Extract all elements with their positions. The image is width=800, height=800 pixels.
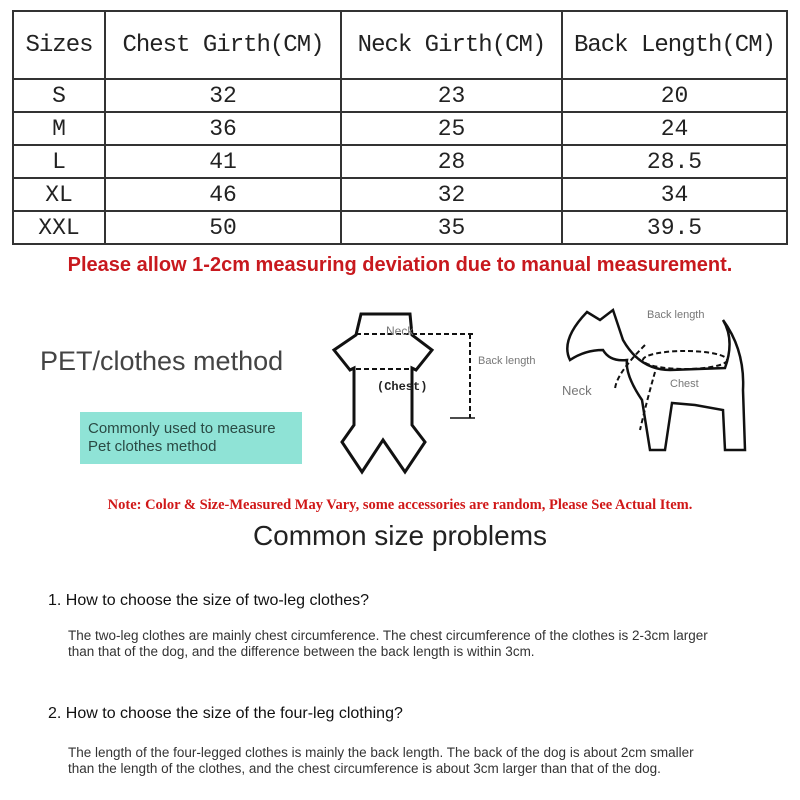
table-cell: 28.5 (561, 144, 788, 179)
disclaimer-note: Note: Color & Size-Measured May Vary, so… (107, 497, 693, 513)
table-cell: 23 (340, 78, 563, 113)
table-cell: 34 (561, 177, 788, 212)
table-cell: 36 (104, 111, 342, 146)
header-cell: Sizes (12, 10, 106, 80)
faq-question: 1. How to choose the size of two-leg clo… (48, 592, 370, 609)
table-cell: 32 (340, 177, 563, 212)
table-cell: S (12, 78, 106, 113)
faq-title: Common size problems (252, 520, 548, 551)
faq-answer: The two-leg clothes are mainly chest cir… (68, 628, 708, 659)
method-box-line: Commonly used to measure (88, 420, 276, 437)
table-row: S 32 23 20 (12, 78, 788, 113)
table-cell: XXL (12, 210, 106, 245)
table-cell: 20 (561, 78, 788, 113)
dog-back-label: Back length (647, 309, 704, 321)
header-cell: Back Length(CM) (561, 10, 788, 80)
method-box-line: Pet clothes method (88, 438, 217, 455)
method-title: PET/clothes method (40, 346, 284, 376)
table-cell: 24 (561, 111, 788, 146)
table-row: XL 46 32 34 (12, 177, 788, 212)
dog-chest-label: Chest (670, 378, 699, 390)
table-cell: 46 (104, 177, 342, 212)
table-cell: 39.5 (561, 210, 788, 245)
deviation-note: Please allow 1-2cm measuring deviation d… (67, 254, 733, 276)
table-cell: 28 (340, 144, 563, 179)
clothes-chest-label: (Chest) (377, 380, 427, 394)
header-cell: Chest Girth(CM) (104, 10, 342, 80)
table-cell: 35 (340, 210, 563, 245)
table-cell: L (12, 144, 106, 179)
header-cell: Neck Girth(CM) (340, 10, 563, 80)
table-row: L 41 28 28.5 (12, 144, 788, 179)
table-cell: 32 (104, 78, 342, 113)
size-table: Sizes Chest Girth(CM) Neck Girth(CM) Bac… (12, 10, 788, 245)
faq-question: 2. How to choose the size of the four-le… (48, 705, 403, 722)
faq-answer: The length of the four-legged clothes is… (68, 745, 694, 776)
clothes-diagram: Neck (Chest) Back length (331, 312, 535, 475)
dog-diagram: Back length Neck Chest (562, 307, 747, 452)
table-cell: M (12, 111, 106, 146)
clothes-back-label: Back length (478, 355, 535, 367)
table-row: M 36 25 24 (12, 111, 788, 146)
clothes-neck-label: Neck (386, 324, 414, 338)
table-cell: 50 (104, 210, 342, 245)
table-cell: 25 (340, 111, 563, 146)
dog-neck-label: Neck (562, 383, 592, 398)
method-box: Commonly used to measure Pet clothes met… (80, 412, 302, 464)
table-row: XXL 50 35 39.5 (12, 210, 788, 245)
table-header-row: Sizes Chest Girth(CM) Neck Girth(CM) Bac… (12, 10, 788, 80)
table-cell: 41 (104, 144, 342, 179)
table-cell: XL (12, 177, 106, 212)
